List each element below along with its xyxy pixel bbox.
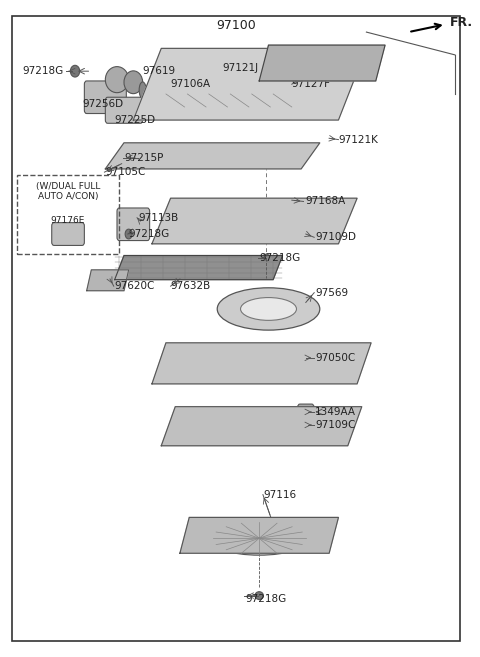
Ellipse shape [236,530,283,547]
FancyBboxPatch shape [117,208,150,240]
Text: 97176E: 97176E [51,215,85,225]
Bar [17,175,120,254]
Ellipse shape [255,592,264,599]
Text: 97256D: 97256D [82,99,123,109]
Text: AUTO A/CON): AUTO A/CON) [38,192,98,200]
Text: 97113B: 97113B [138,213,178,223]
Text: 97121K: 97121K [338,135,378,145]
Ellipse shape [243,420,285,435]
Ellipse shape [236,216,273,233]
Polygon shape [259,45,385,81]
Text: 97121J: 97121J [222,63,258,73]
Text: 97168A: 97168A [306,196,346,206]
Ellipse shape [240,298,297,321]
Text: 97105C: 97105C [105,167,146,177]
Ellipse shape [217,288,320,330]
Ellipse shape [125,229,132,239]
Polygon shape [152,198,357,244]
Text: 97109C: 97109C [315,420,356,430]
Text: 97632B: 97632B [170,281,211,291]
Polygon shape [161,407,362,445]
Text: 97100: 97100 [216,19,256,32]
Ellipse shape [139,82,146,98]
FancyBboxPatch shape [105,97,143,124]
FancyBboxPatch shape [298,404,314,420]
Text: 1349AA: 1349AA [315,407,356,417]
Text: 97225D: 97225D [115,115,156,125]
FancyBboxPatch shape [52,223,84,246]
Ellipse shape [71,65,80,77]
Polygon shape [105,143,320,169]
Text: 97569: 97569 [315,288,348,298]
Ellipse shape [105,66,129,93]
Text: 97215P: 97215P [124,153,163,163]
Polygon shape [115,256,283,280]
Text: 97218G: 97218G [259,253,300,263]
Text: 97116: 97116 [264,489,297,499]
Ellipse shape [208,411,320,444]
FancyBboxPatch shape [84,81,126,114]
Ellipse shape [208,521,311,555]
Text: 97106A: 97106A [170,79,211,89]
Text: 97109D: 97109D [315,233,356,242]
Text: (W/DUAL FULL: (W/DUAL FULL [36,182,100,191]
Text: 97619: 97619 [143,66,176,76]
Text: 97050C: 97050C [315,353,355,363]
Text: 97218G: 97218G [22,66,63,76]
Polygon shape [180,518,338,553]
Ellipse shape [201,346,317,382]
Ellipse shape [213,206,297,242]
Text: 97218G: 97218G [129,229,170,239]
Ellipse shape [262,254,270,262]
Text: 97620C: 97620C [115,281,155,291]
Polygon shape [87,270,129,290]
Polygon shape [152,343,371,384]
Ellipse shape [236,356,283,373]
Text: 97127F: 97127F [292,79,331,89]
Text: 97218G: 97218G [245,594,287,604]
Text: FR.: FR. [450,16,473,29]
Ellipse shape [124,71,143,94]
Polygon shape [133,49,366,120]
